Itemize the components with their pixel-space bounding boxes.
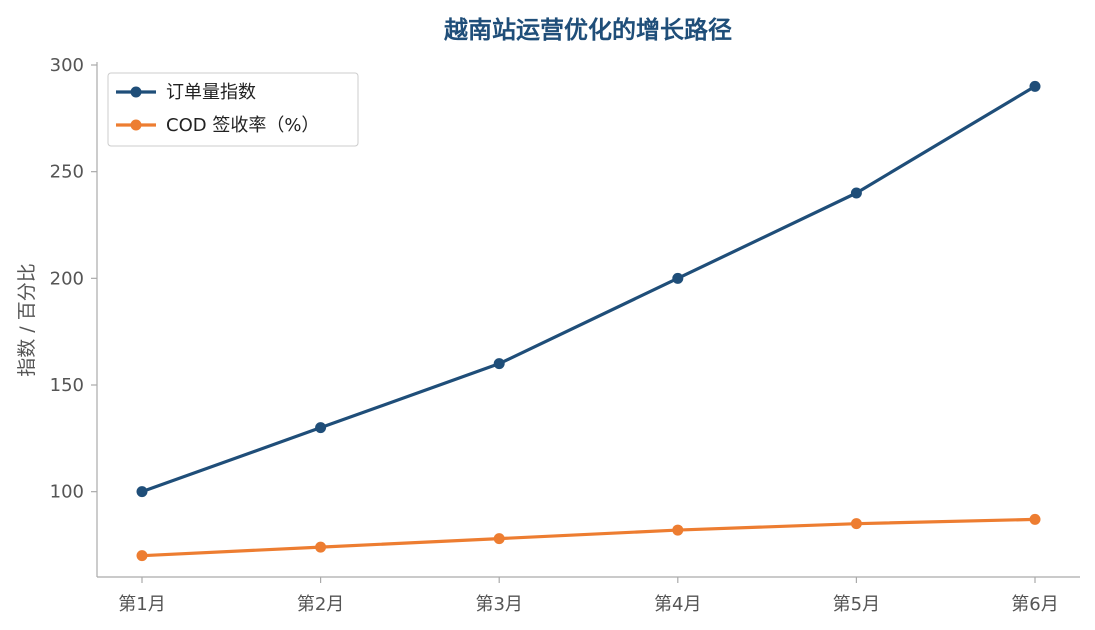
legend-box bbox=[107, 72, 359, 147]
x-tick-label: 第5月 bbox=[833, 594, 880, 615]
data-point bbox=[493, 533, 505, 545]
data-point bbox=[672, 524, 684, 536]
series-1 bbox=[136, 80, 1041, 498]
legend-marker bbox=[130, 86, 142, 98]
series-line bbox=[140, 517, 1037, 558]
x-axis-ticks: 第1月 第2月 第3月 第4月 第5月 第6月 bbox=[118, 577, 1059, 615]
legend-label: COD 签收率（%） bbox=[166, 115, 319, 136]
data-point bbox=[315, 541, 327, 553]
data-point bbox=[672, 272, 684, 284]
y-axis-label: 指数 / 百分比 bbox=[16, 263, 38, 376]
legend: 订单量指数 COD 签收率（%） bbox=[107, 72, 359, 147]
y-tick-label: 300 bbox=[50, 55, 84, 76]
x-tick-label: 第4月 bbox=[654, 594, 701, 615]
data-point bbox=[850, 518, 862, 530]
legend-entry: 订单量指数 bbox=[116, 82, 256, 103]
series-2 bbox=[136, 513, 1041, 562]
data-point bbox=[136, 486, 148, 498]
series-layer bbox=[136, 80, 1041, 562]
y-tick-label: 200 bbox=[50, 268, 84, 289]
x-tick-label: 第2月 bbox=[297, 594, 344, 615]
legend-label: 订单量指数 bbox=[166, 82, 256, 103]
series-line bbox=[140, 84, 1037, 494]
y-tick-label: 100 bbox=[50, 482, 84, 503]
data-point bbox=[493, 358, 505, 370]
y-tick-label: 250 bbox=[50, 162, 84, 183]
data-point bbox=[850, 187, 862, 199]
x-tick-label: 第3月 bbox=[475, 594, 522, 615]
data-point bbox=[315, 422, 327, 434]
y-axis-ticks: 100 150 200 250 300 bbox=[50, 55, 97, 503]
data-point bbox=[1029, 80, 1041, 92]
x-tick-label: 第1月 bbox=[118, 594, 165, 615]
data-point bbox=[1029, 513, 1041, 525]
legend-entry: COD 签收率（%） bbox=[116, 115, 319, 136]
x-tick-label: 第6月 bbox=[1011, 594, 1058, 615]
chart-title: 越南站运营优化的增长路径 bbox=[444, 16, 732, 44]
y-tick-label: 150 bbox=[50, 375, 84, 396]
legend-marker bbox=[130, 119, 142, 131]
data-point bbox=[136, 550, 148, 562]
